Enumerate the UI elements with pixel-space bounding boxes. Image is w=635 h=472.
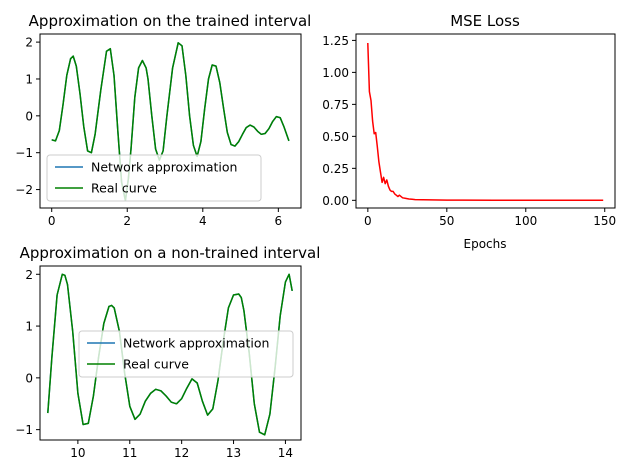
y-tick-label: 1.00 xyxy=(322,66,349,80)
legend-label-real: Real curve xyxy=(91,181,157,196)
y-tick-label: 0 xyxy=(25,109,33,123)
subplot-non-trained-interval: Approximation on a non-trained interval … xyxy=(15,244,320,460)
x-tick-label: 150 xyxy=(593,214,616,228)
legend-box xyxy=(46,154,262,202)
y-tick-label: 0.00 xyxy=(322,194,349,208)
subplot-trained-interval: Approximation on the trained interval 0 2… xyxy=(15,12,311,228)
series-group xyxy=(367,42,604,201)
x-tick-label: 100 xyxy=(514,214,537,228)
subplot-mse-loss: MSE Loss 0 50 100 150 0.00 0.25 0.50 0.75 1.00 1.… xyxy=(322,12,616,251)
tick-group: 0 2 4 6 −2 −1 0 1 2 xyxy=(15,36,282,228)
chart-title: MSE Loss xyxy=(450,12,520,30)
x-tick-label: 13 xyxy=(226,446,241,460)
x-tick-label: 10 xyxy=(70,446,85,460)
y-tick-label: 1 xyxy=(25,72,33,86)
y-tick-label: 0.25 xyxy=(322,162,349,176)
y-tick-label: 0.50 xyxy=(322,130,349,144)
x-tick-label: 11 xyxy=(122,446,137,460)
x-tick-label: 2 xyxy=(123,214,131,228)
chart-title: Approximation on the trained interval xyxy=(29,12,312,30)
x-tick-label: 12 xyxy=(174,446,189,460)
y-tick-label: 0 xyxy=(25,371,33,385)
legend-box xyxy=(78,330,294,378)
y-tick-label: −1 xyxy=(15,146,33,160)
x-tick-label: 4 xyxy=(199,214,207,228)
series-line-real-curve xyxy=(51,42,290,202)
y-tick-label: 1 xyxy=(25,320,33,334)
series-line-real-curve xyxy=(47,273,293,436)
y-tick-label: 0.75 xyxy=(322,98,349,112)
x-tick-label: 0 xyxy=(48,214,56,228)
x-tick-label: 6 xyxy=(275,214,283,228)
y-tick-label: −2 xyxy=(15,183,33,197)
axes-frame xyxy=(355,33,616,209)
series-line-loss xyxy=(367,42,604,201)
y-tick-label: −1 xyxy=(15,423,33,437)
y-tick-label: 2 xyxy=(25,268,33,282)
x-tick-label: 50 xyxy=(439,214,454,228)
axes-frame xyxy=(39,265,302,441)
legend: Network approximation Real curve xyxy=(78,330,294,378)
legend-label-network: Network approximation xyxy=(91,160,237,175)
legend: Network approximation Real curve xyxy=(46,154,262,202)
legend-label-real: Real curve xyxy=(123,357,189,372)
axes-frame xyxy=(39,33,302,209)
x-tick-label: 0 xyxy=(364,214,372,228)
legend-label-network: Network approximation xyxy=(123,336,269,351)
x-tick-label: 14 xyxy=(278,446,293,460)
series-group xyxy=(47,273,293,436)
tick-group: 0 50 100 150 0.00 0.25 0.50 0.75 1.00 1.25 xyxy=(322,34,616,228)
y-tick-label: 1.25 xyxy=(322,34,349,48)
series-group xyxy=(51,42,290,202)
chart-title: Approximation on a non-trained interval xyxy=(20,244,321,262)
y-tick-label: 2 xyxy=(25,36,33,50)
x-axis-label: Epochs xyxy=(464,237,507,251)
